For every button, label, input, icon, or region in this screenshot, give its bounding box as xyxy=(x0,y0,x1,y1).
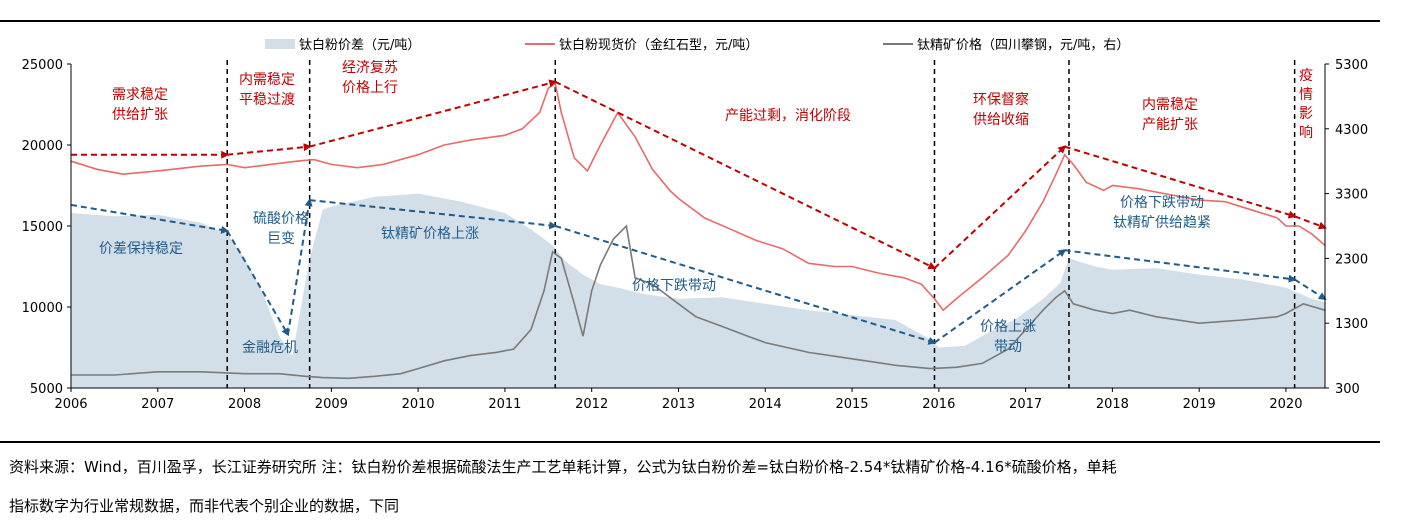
x-tick-label: 2011 xyxy=(488,397,521,412)
spread-note-4: 钛精矿价格上涨 xyxy=(381,226,479,242)
x-tick-label: 2006 xyxy=(54,397,87,412)
phase-label-2: 平稳过渡 xyxy=(239,92,295,108)
ilmenite-price-line xyxy=(71,224,1326,380)
x-tick-label: 2015 xyxy=(835,397,868,412)
price-trend-arrow-segment-7 xyxy=(1294,215,1327,230)
bottom-rule xyxy=(0,441,1380,443)
phase-label-2: 内需稳定 xyxy=(239,72,295,88)
x-tick-label: 2014 xyxy=(749,397,782,412)
spread-trend-arrow-segment-7 xyxy=(1064,249,1297,283)
x-tick-label: 2007 xyxy=(141,397,174,412)
spread-note-3: 金融危机 xyxy=(242,340,298,356)
legend-swatch-spread xyxy=(265,39,295,49)
phase-label-3: 价格上行 xyxy=(342,80,398,96)
y-right-tick-label: 4300 xyxy=(1335,123,1368,138)
x-tick-label: 2008 xyxy=(228,397,261,412)
phase-label-7: 疫 xyxy=(1299,68,1313,84)
y-left-tick-label: 15000 xyxy=(22,220,63,235)
x-tick-label: 2009 xyxy=(315,397,348,412)
price-trend-arrow-segment-2 xyxy=(227,143,312,156)
spread-note-6: 价格上涨 xyxy=(980,319,1036,335)
spread-note-6: 带动 xyxy=(994,339,1022,355)
phase-label-1: 需求稳定 xyxy=(112,87,168,103)
legend: 钛白粉价差（元/吨） 钛白粉现货价（金红石型，元/吨） 钛精矿价格（四川攀钢，元/吨… xyxy=(265,37,1129,53)
spread-trend-arrow-segment-8 xyxy=(1294,278,1327,300)
legend-label-1: 钛白粉现货价（金红石型，元/吨） xyxy=(559,37,758,53)
y-right-tick-label: 1300 xyxy=(1335,317,1368,332)
spread-trend-arrow-segment-2 xyxy=(226,230,289,337)
spread-area xyxy=(71,193,1325,388)
annotations-layer: 需求稳定供给扩张内需稳定平稳过渡经济复苏价格上行产能过剩，消化阶段环保督察供给收… xyxy=(99,59,1313,356)
phase-label-6: 内需稳定 xyxy=(1142,97,1198,113)
spread-note-1: 价差保持稳定 xyxy=(99,241,183,257)
price-lines-layer xyxy=(70,82,1326,380)
y-right-tick-label: 5300 xyxy=(1335,58,1368,73)
phase-label-7: 情 xyxy=(1299,87,1313,103)
legend-label-2: 钛精矿价格（四川攀钢，元/吨，右） xyxy=(917,37,1129,53)
price-trend-arrow-segment-3 xyxy=(309,79,558,148)
chart: 5000 10000 15000 20000 25000 300 1300 2300 3300 4… xyxy=(22,37,1368,412)
y-right-tick-label: 300 xyxy=(1335,382,1360,397)
phase-label-1: 供给扩张 xyxy=(112,107,168,123)
phase-label-6: 产能扩张 xyxy=(1142,117,1198,133)
phase-dividers xyxy=(226,60,1296,388)
phase-label-4: 产能过剩，消化阶段 xyxy=(725,108,851,124)
phase-label-7: 影 xyxy=(1299,106,1313,122)
y-left-tick-label: 20000 xyxy=(22,139,63,154)
spread-note-7: 钛精矿供给趋紧 xyxy=(1113,215,1211,231)
x-tick-label: 2012 xyxy=(575,397,608,412)
trend-arrows-layer xyxy=(70,79,1327,345)
top-rule xyxy=(0,20,1380,22)
spread-trend-arrow-segment-4 xyxy=(309,199,558,230)
x-tick-label: 2010 xyxy=(402,397,435,412)
x-tick-label: 2016 xyxy=(922,397,955,412)
spread-trend-arrow-segment-3 xyxy=(286,198,313,335)
spread-trend-arrow-segment-6 xyxy=(933,249,1067,344)
y-left-tick-label: 5000 xyxy=(30,382,63,397)
price-trend-arrow-segment-4 xyxy=(554,80,937,270)
price-trend-arrow-segment-5 xyxy=(933,145,1067,269)
phase-label-7: 响 xyxy=(1299,125,1313,141)
axes-layer: 5000 10000 15000 20000 25000 300 1300 2300 3300 4… xyxy=(22,58,1368,412)
spread-note-2: 硫酸价格 xyxy=(253,211,309,227)
y-right-tick-label: 2300 xyxy=(1335,252,1368,267)
source-note-line-1: 资料来源：Wind，百川盈孚，长江证券研究所 注：钛白粉价差根据硫酸法生产工艺单… xyxy=(9,458,1117,476)
x-tick-label: 2017 xyxy=(1009,397,1042,412)
phase-label-3: 经济复苏 xyxy=(342,59,398,76)
y-right-tick-label: 3300 xyxy=(1335,188,1368,203)
legend-label-0: 钛白粉价差（元/吨） xyxy=(299,37,420,53)
spread-trend-arrow-segment-5 xyxy=(554,225,937,345)
spread-note-5: 价格下跌带动 xyxy=(632,278,716,294)
spread-trend-arrow-segment-1 xyxy=(70,203,230,234)
price-trend-arrow-segment-6 xyxy=(1064,145,1297,219)
spread-note-7: 价格下跌带动 xyxy=(1120,195,1204,211)
x-tick-label: 2018 xyxy=(1096,397,1129,412)
source-note-line-2: 指标数字为行业常规数据，而非代表个别企业的数据，下同 xyxy=(9,497,400,515)
phase-label-5: 供给收缩 xyxy=(973,112,1029,128)
spread-area-layer xyxy=(71,193,1325,388)
y-left-tick-label: 25000 xyxy=(22,58,63,73)
x-tick-label: 2019 xyxy=(1183,397,1216,412)
x-tick-label: 2020 xyxy=(1269,397,1302,412)
y-left-tick-label: 10000 xyxy=(22,301,63,316)
x-tick-label: 2013 xyxy=(662,397,695,412)
phase-label-5: 环保督察 xyxy=(973,91,1029,108)
tio2-spot-price-line xyxy=(70,82,1326,312)
spread-note-2: 巨变 xyxy=(267,231,295,247)
